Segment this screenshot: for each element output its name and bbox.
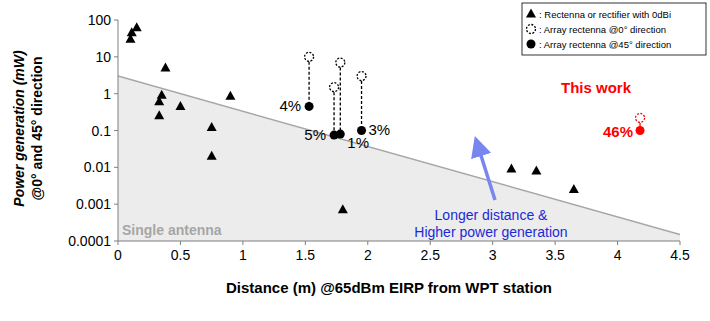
x-tick: [180, 241, 181, 245]
y-tick: [114, 93, 118, 94]
array-connector: [308, 57, 309, 107]
single-antenna-boundary: [118, 76, 680, 234]
x-tick-label: 3.5: [545, 247, 565, 263]
x-tick-label: 2.5: [420, 247, 440, 263]
y-tick: [114, 204, 118, 205]
y-tick-label: 0.0001: [68, 233, 111, 249]
y-tick: [114, 56, 118, 57]
legend-label: : Array rectenna @45° direction: [539, 39, 671, 50]
point: [132, 22, 142, 31]
point: [157, 90, 167, 99]
efficiency-label: 1%: [347, 134, 369, 151]
point: [305, 52, 314, 61]
x-tick: [367, 241, 368, 245]
legend-label: : Array rectenna @0° direction: [539, 24, 666, 35]
y-tick-label: 10: [95, 49, 111, 65]
point: [336, 58, 345, 67]
point: [569, 184, 579, 193]
y-tick-label: 0.01: [84, 159, 111, 175]
point: [207, 151, 217, 160]
y-tick-label: 1: [103, 86, 111, 102]
x-tick: [242, 241, 243, 245]
point: [154, 110, 164, 119]
x-tick: [430, 241, 431, 245]
x-tick-label: 4: [614, 247, 622, 263]
array-connector: [340, 63, 341, 135]
trend-label: Longer distance &: [435, 207, 549, 223]
legend-symbol: [526, 9, 536, 18]
efficiency-label: 5%: [304, 126, 326, 143]
y-tick: [114, 167, 118, 168]
legend-symbol: [527, 25, 536, 34]
point: [330, 83, 339, 92]
point: [225, 91, 235, 100]
legend-symbol: [527, 40, 536, 49]
point: [207, 122, 217, 131]
efficiency-label: 3%: [369, 121, 391, 138]
x-tick-label: 2: [364, 247, 372, 263]
single-antenna-region: [118, 76, 680, 241]
x-tick-label: 0: [114, 247, 122, 263]
point: [305, 102, 314, 111]
efficiency-label: 4%: [279, 97, 301, 114]
x-tick-label: 3: [489, 247, 497, 263]
y-tick-label: 100: [88, 12, 112, 28]
x-tick: [305, 241, 306, 245]
trend-arrow: [478, 146, 495, 200]
region-label: Single antenna: [122, 222, 222, 238]
x-tick-label: 4.5: [670, 247, 690, 263]
x-tick: [680, 241, 681, 245]
point: [357, 72, 366, 81]
point: [506, 164, 516, 173]
x-tick-label: 0.5: [171, 247, 191, 263]
chart: 0.0001 0.001 0.01 0.1 1 10 100 0 0.5 1 1.5 2 2.5 3 3.5…: [0, 0, 710, 321]
point: [160, 62, 170, 71]
point: [531, 165, 541, 174]
point: [636, 113, 645, 122]
point: [336, 130, 345, 139]
point: [338, 204, 348, 213]
y-tick: [114, 241, 118, 242]
efficiency-label: 46%: [603, 123, 633, 140]
y-axis-label: Power generation (mW): [11, 50, 27, 207]
array-connector: [361, 76, 362, 130]
x-axis-line: [118, 241, 680, 242]
y-tick: [114, 20, 118, 21]
x-tick: [118, 241, 119, 245]
y-tick: [114, 130, 118, 131]
legend-box: [522, 3, 706, 55]
array-connector: [333, 87, 334, 135]
y-tick-label: 0.1: [92, 123, 112, 139]
x-tick: [555, 241, 556, 245]
x-tick-label: 1: [239, 247, 247, 263]
x-tick: [617, 241, 618, 245]
x-axis-label: Distance (m) @65dBm EIRP from WPT statio…: [226, 279, 552, 296]
y-axis-label: @0° and 45° direction: [29, 57, 45, 201]
y-tick-label: 0.001: [76, 196, 111, 212]
x-tick-label: 1.5: [296, 247, 316, 263]
point: [636, 126, 645, 135]
legend-label: : Rectenna or rectifier with 0dBi: [539, 9, 671, 20]
this-work-label: This work: [561, 79, 632, 96]
x-tick: [492, 241, 493, 245]
trend-label: Higher power generation: [414, 224, 567, 240]
point: [175, 101, 185, 110]
